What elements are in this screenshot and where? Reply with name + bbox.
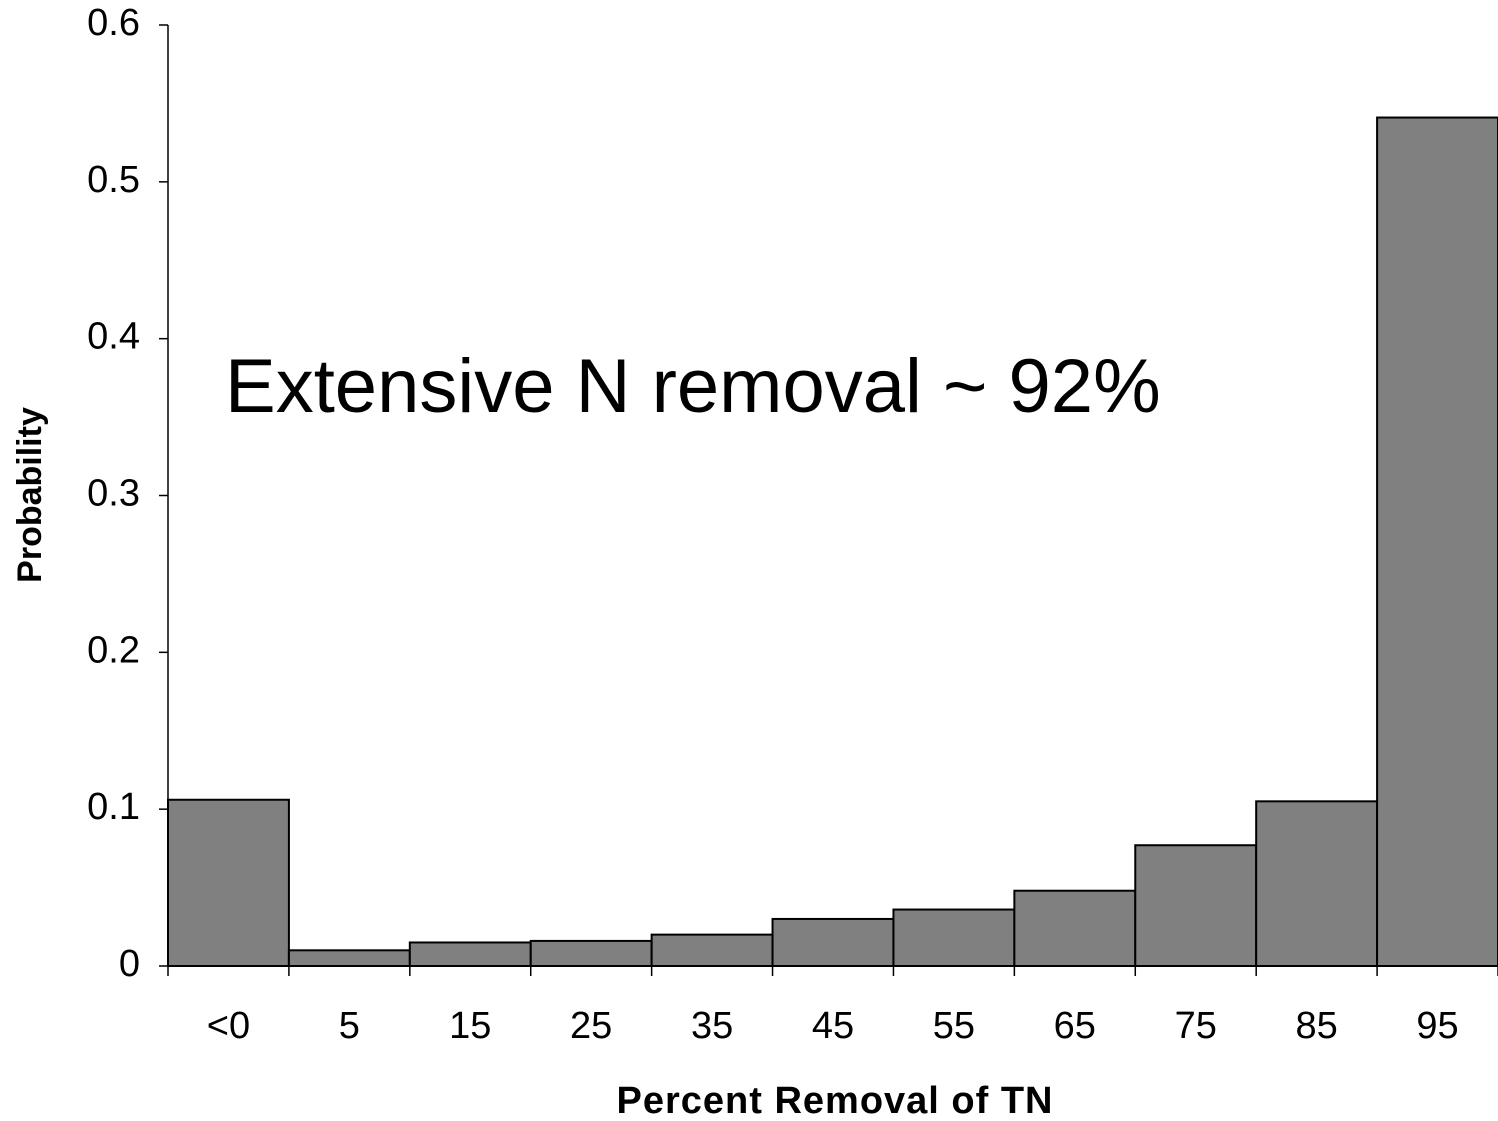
x-tick-label: 25 [570,1005,612,1047]
x-tick-label: 85 [1295,1005,1337,1047]
bar [771,917,895,968]
y-tick-label: 0.6 [87,2,140,44]
x-tick-label: 75 [1175,1005,1217,1047]
bar [1013,889,1137,967]
bar [529,939,653,968]
bar [287,949,411,967]
x-tick-label: 95 [1416,1005,1458,1047]
x-axis-label: Percent Removal of TN [617,1080,1054,1121]
x-tick-label: 55 [933,1005,975,1047]
y-tick-label: 0.1 [87,786,140,828]
y-tick-label: 0.3 [87,473,140,515]
bar [408,941,532,967]
bar [1134,844,1258,968]
bar [650,933,774,968]
y-tick-label: 0 [119,943,140,985]
bar [892,908,1016,967]
x-tick-label: 15 [449,1005,491,1047]
y-tick-label: 0.2 [87,629,140,671]
x-tick-label: 65 [1054,1005,1096,1047]
bar [1255,800,1379,968]
bar [167,798,290,967]
annotation: Extensive N removal ~ 92% [225,344,1161,429]
y-tick-label: 0.4 [87,316,140,358]
x-tick-label: 45 [812,1005,854,1047]
x-tick-label: 5 [339,1005,360,1047]
bar [1376,116,1498,967]
x-tick-label: 35 [691,1005,733,1047]
x-tick-label: <0 [207,1005,250,1047]
y-axis-label: Probability [11,407,49,583]
y-tick-label: 0.5 [87,159,140,201]
